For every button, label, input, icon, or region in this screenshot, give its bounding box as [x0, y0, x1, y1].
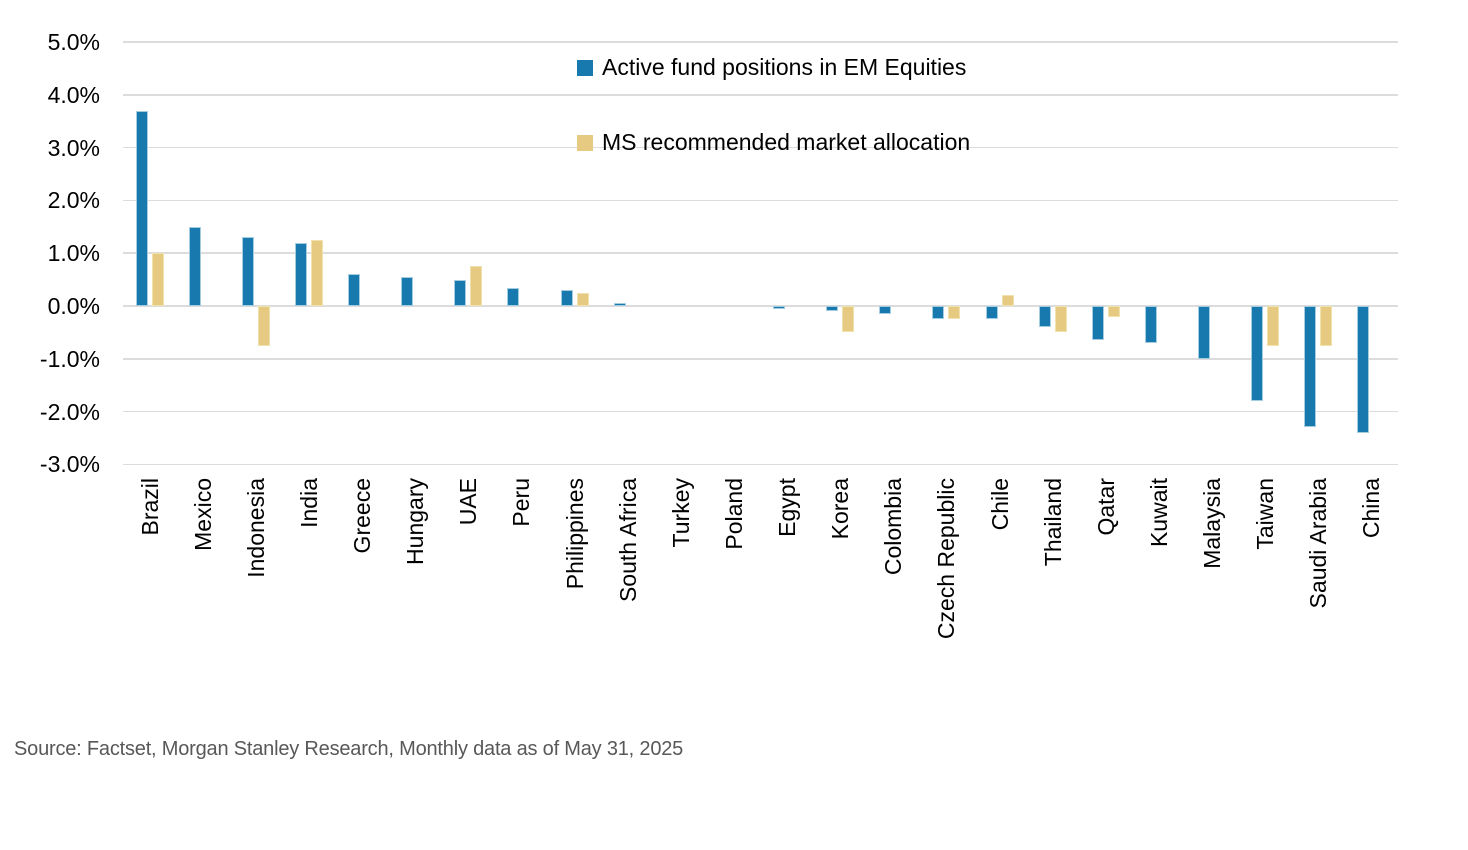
bar-active-chile	[985, 306, 998, 320]
bar-active-saudi-arabia	[1304, 306, 1317, 428]
bar-active-greece	[348, 274, 361, 306]
y-axis-tick-label: 5.0%	[47, 29, 100, 55]
bar-active-colombia	[879, 306, 892, 314]
x-axis-label-saudi-arabia: Saudi Arabia	[1305, 478, 1332, 609]
bar-active-peru	[507, 287, 520, 306]
bar-active-qatar	[1091, 306, 1104, 341]
x-axis-label-thailand: Thailand	[1039, 478, 1066, 567]
source-note: Source: Factset, Morgan Stanley Research…	[14, 738, 684, 760]
bar-recommended-saudi-arabia	[1320, 306, 1333, 346]
x-axis-label-greece: Greece	[349, 478, 376, 554]
bar-recommended-korea	[842, 306, 855, 333]
bar-active-egypt	[773, 306, 786, 309]
x-axis-label-chile: Chile	[986, 478, 1013, 531]
bar-active-indonesia	[241, 237, 254, 306]
x-axis-label-korea: Korea	[827, 478, 854, 540]
x-axis-label-peru: Peru	[508, 478, 535, 527]
bar-recommended-qatar	[1107, 306, 1120, 317]
x-axis-label-poland: Poland	[720, 478, 747, 550]
legend-item-recommended: MS recommended market allocation	[577, 129, 970, 156]
gridline-4.0%	[123, 94, 1398, 96]
y-axis-tick-label: -3.0%	[39, 451, 100, 478]
bar-recommended-brazil	[151, 253, 164, 306]
x-axis-label-brazil: Brazil	[136, 478, 163, 536]
bar-recommended-philippines	[576, 292, 589, 306]
legend-swatch-active-icon	[577, 59, 593, 76]
x-axis-label-colombia: Colombia	[880, 478, 907, 576]
bar-recommended-chile	[1001, 295, 1014, 306]
bar-active-czech-republic	[932, 306, 945, 320]
bar-recommended-czech-republic	[948, 306, 961, 320]
gridline-5.0%	[123, 41, 1398, 43]
bar-active-hungary	[401, 276, 414, 306]
bar-active-mexico	[188, 226, 201, 306]
gridline-0.0%	[123, 305, 1398, 307]
bar-active-india	[294, 242, 307, 306]
x-axis-label-taiwan: Taiwan	[1252, 478, 1279, 550]
bar-active-kuwait	[1144, 306, 1157, 343]
bar-recommended-indonesia	[257, 306, 270, 346]
bar-active-korea	[826, 306, 839, 312]
legend-label-active: Active fund positions in EM Equities	[602, 54, 967, 80]
legend-item-active: Active fund positions in EM Equities	[577, 54, 966, 81]
x-axis-label-hungary: Hungary	[402, 478, 429, 565]
gridline-2.0%	[123, 199, 1398, 202]
y-axis-tick-label: -2.0%	[39, 398, 100, 425]
bar-recommended-taiwan	[1267, 306, 1280, 346]
bar-active-malaysia	[1198, 306, 1211, 359]
bar-active-thailand	[1038, 306, 1051, 328]
x-axis-label-malaysia: Malaysia	[1199, 478, 1226, 569]
bar-active-south-africa	[613, 303, 626, 306]
x-axis-label-south-africa: South Africa	[614, 478, 641, 603]
x-axis-label-uae: UAE	[455, 478, 482, 526]
y-axis-tick-label: -1.0%	[39, 345, 100, 372]
gridline--2.0%	[123, 410, 1398, 413]
gridline--1.0%	[123, 358, 1398, 360]
y-axis-tick-label: 3.0%	[47, 134, 100, 161]
bar-active-taiwan	[1251, 306, 1264, 402]
x-axis-label-qatar: Qatar	[1092, 478, 1119, 536]
bar-recommended-thailand	[1054, 306, 1067, 333]
legend-label-recommended: MS recommended market allocation	[602, 129, 971, 155]
x-axis-label-egypt: Egypt	[774, 478, 801, 537]
y-axis-tick-label: 0.0%	[47, 293, 100, 319]
x-axis-label-philippines: Philippines	[561, 478, 588, 590]
x-axis-label-mexico: Mexico	[189, 478, 216, 551]
y-axis-tick-label: 1.0%	[47, 240, 100, 267]
gridline-1.0%	[123, 252, 1398, 254]
x-axis-label-india: India	[295, 478, 322, 528]
bar-recommended-india	[310, 240, 323, 306]
x-axis-label-indonesia: Indonesia	[242, 478, 269, 578]
x-axis-label-turkey: Turkey	[667, 478, 694, 548]
y-axis-tick-label: 2.0%	[47, 187, 100, 214]
legend-swatch-recommended-icon	[577, 134, 593, 151]
bar-active-uae	[454, 279, 467, 306]
bar-recommended-uae	[470, 266, 483, 306]
bar-active-brazil	[135, 110, 148, 306]
bar-active-china	[1357, 306, 1370, 433]
x-axis-label-china: China	[1358, 478, 1385, 539]
gridline-3.0%	[123, 146, 1398, 149]
x-axis-label-czech-republic: Czech Republic	[933, 478, 960, 640]
gridline--3.0%	[123, 463, 1398, 466]
bar-active-philippines	[560, 290, 573, 306]
x-axis-label-kuwait: Kuwait	[1145, 478, 1172, 548]
y-axis-tick-label: 4.0%	[47, 81, 100, 108]
